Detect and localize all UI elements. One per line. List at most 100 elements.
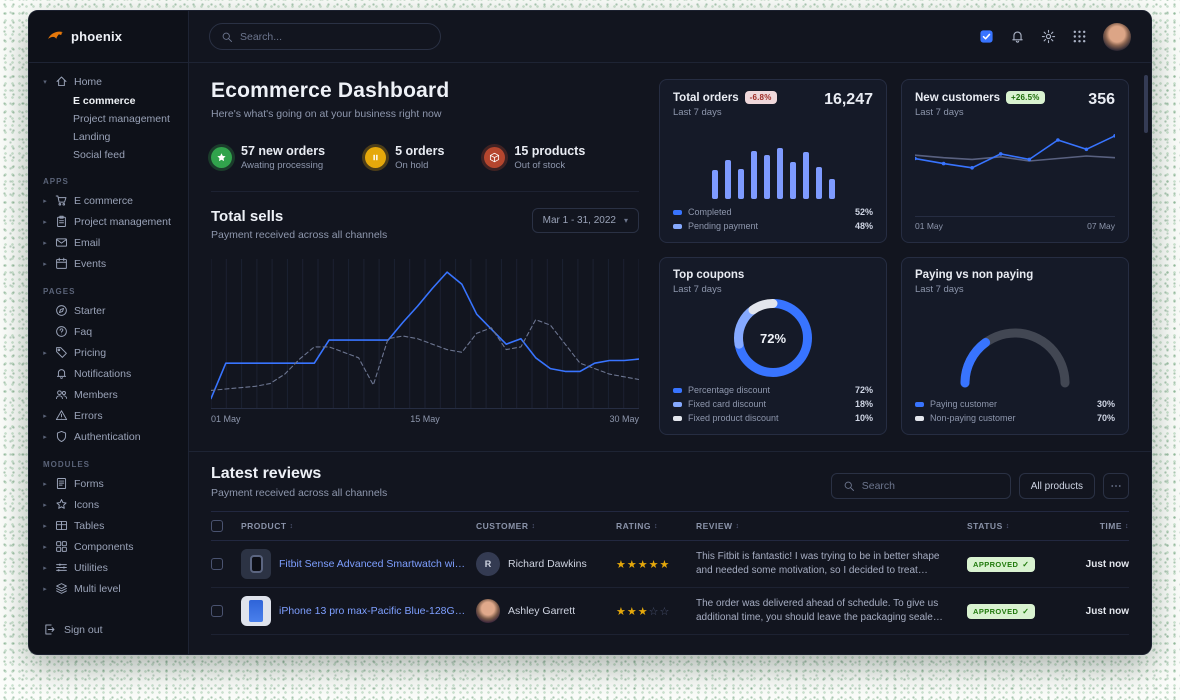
sidebar: phoenix ▾ Home E commerce Project managemen… [29, 11, 189, 654]
sidebar-item-e-commerce[interactable]: ▸ E commerce [29, 190, 188, 211]
sidebar-subitem-project-management[interactable]: Project management [73, 113, 170, 125]
sign-out-button[interactable]: Sign out [29, 611, 188, 654]
sidebar-item-home[interactable]: ▾ Home [29, 71, 188, 92]
product-link[interactable]: Fitbit Sense Advanced Smartwatch with To… [279, 558, 466, 570]
sidebar-item-pricing[interactable]: ▸ Pricing [29, 342, 188, 363]
column-header-customer[interactable]: CUSTOMER ↕ [476, 521, 536, 531]
global-search[interactable] [209, 23, 441, 50]
status-cell: APPROVED ✓ [967, 603, 1065, 619]
status-label: APPROVED [973, 559, 1019, 569]
topbar-actions [979, 22, 1131, 51]
product-thumbnail [241, 549, 271, 579]
sidebar-item-label: Notifications [74, 367, 132, 380]
sidebar-item-label: Events [74, 257, 107, 270]
check-icon: ✓ [1022, 559, 1030, 569]
mail-icon [55, 236, 68, 249]
sidebar-item-faq[interactable]: Faq [29, 321, 188, 342]
legend-item: Fixed product discount 10% [673, 413, 873, 423]
sidebar-item-members[interactable]: Members [29, 384, 188, 405]
ellipsis-icon [1110, 480, 1122, 492]
sidebar-item-starter[interactable]: Starter [29, 300, 188, 321]
card-period: Last 7 days [673, 284, 722, 295]
x-tick: 01 May [211, 414, 241, 424]
components-icon [55, 540, 68, 553]
card-period: Last 7 days [915, 284, 964, 295]
stat-caption: On hold [395, 160, 429, 171]
page-title: Ecommerce Dashboard [211, 79, 450, 102]
column-header-review[interactable]: REVIEW ↕ [696, 521, 740, 531]
stat-value: 15 products [514, 144, 586, 158]
legend-swatch [673, 209, 682, 215]
sidebar-subitem-landing[interactable]: Landing [73, 131, 111, 143]
user-avatar[interactable] [1103, 22, 1131, 51]
page-subtitle: Here's what's going on at your business … [211, 108, 442, 120]
total-orders-card: Total orders -6.8% Last 7 days 16,247 Co… [659, 79, 887, 243]
stat-caption: Out of stock [514, 160, 566, 171]
sidebar-item-tables[interactable]: ▸ Tables [29, 515, 188, 536]
legend-value: 70% [1096, 413, 1115, 423]
row-checkbox[interactable] [211, 558, 223, 570]
column-header-time[interactable]: TIME ↕ [1099, 521, 1129, 531]
bar [776, 148, 783, 199]
stat-item: 5 orders On hold [365, 144, 444, 171]
sidebar-item-label: Forms [74, 477, 104, 490]
column-header-rating[interactable]: RATING ↕ [616, 521, 658, 531]
bell-icon[interactable] [1010, 29, 1025, 44]
review-text: The order was delivered ahead of schedul… [696, 598, 939, 623]
select-all-checkbox[interactable] [211, 520, 223, 532]
status-badge: APPROVED ✓ [967, 603, 1036, 619]
legend-item: Percentage discount 72% [673, 385, 873, 395]
sidebar-item-notifications[interactable]: Notifications [29, 363, 188, 384]
sidebar-item-utilities[interactable]: ▸ Utilities [29, 557, 188, 578]
legend-label: Percentage discount [688, 385, 771, 395]
card-title: Total orders [673, 91, 739, 104]
caret-right-icon: ▸ [43, 197, 47, 205]
brand-name: phoenix [71, 29, 123, 44]
checked-checkbox-icon[interactable] [979, 29, 994, 44]
sidebar-item-project-management[interactable]: ▸ Project management [29, 211, 188, 232]
sidebar-item-label: Utilities [74, 561, 108, 574]
sidebar-item-events[interactable]: ▸ Events [29, 253, 188, 274]
reviews-search[interactable] [830, 473, 1011, 499]
more-options-button[interactable] [1103, 473, 1129, 499]
stat-item: 57 new orders Awating processing [211, 144, 325, 171]
sidebar-item-email[interactable]: ▸ Email [29, 232, 188, 253]
sidebar-item-label: Errors [74, 409, 103, 422]
scrollbar-thumb[interactable] [1144, 75, 1148, 133]
customer-name: Ashley Garrett [508, 605, 576, 617]
sidebar-subitem-e-commerce[interactable]: E commerce [73, 95, 136, 107]
row-checkbox[interactable] [211, 605, 223, 617]
sidebar-item-icons[interactable]: ▸ Icons [29, 494, 188, 515]
sidebar-item-errors[interactable]: ▸ Errors [29, 405, 188, 426]
customer-avatar: R [476, 552, 500, 576]
customer-cell: Ashley Garrett [476, 599, 616, 623]
gear-icon[interactable] [1041, 29, 1056, 44]
all-products-filter-button[interactable]: All products [1018, 473, 1095, 499]
legend-value: 30% [1096, 399, 1115, 409]
calendar-icon [55, 257, 68, 270]
column-header-status[interactable]: STATUS ↕ [967, 521, 1010, 531]
sidebar-header: phoenix [29, 11, 188, 63]
stats-row: 57 new orders Awating processing 5 orders O… [211, 144, 639, 171]
reviews-search-input[interactable] [861, 480, 999, 492]
apps-grid-icon[interactable] [1072, 29, 1087, 44]
sidebar-subitem-social-feed[interactable]: Social feed [73, 149, 125, 161]
sidebar-item-label: Tables [74, 519, 105, 532]
sidebar-item-components[interactable]: ▸ Components [29, 536, 188, 557]
box-icon [484, 147, 506, 168]
sidebar-item-multi-level[interactable]: ▸ Multi level [29, 578, 188, 599]
sidebar-item-label: Authentication [74, 430, 141, 443]
rating-stars: ★★★ ☆☆ [616, 605, 671, 618]
paying-vs-nonpaying-card: Paying vs non paying Last 7 days Paying … [901, 257, 1129, 435]
product-link[interactable]: iPhone 13 pro max-Pacific Blue-128GB sto… [279, 605, 466, 617]
search-input[interactable] [240, 30, 429, 43]
top-coupons-card: Top coupons Last 7 days 72% Percentage d… [659, 257, 887, 435]
status-cell: APPROVED ✓ [967, 556, 1065, 572]
stat-item: 15 products Out of stock [484, 144, 585, 171]
date-range-select[interactable]: Mar 1 - 31, 2022 ▾ [531, 208, 639, 233]
sidebar-item-authentication[interactable]: ▸ Authentication [29, 426, 188, 447]
sidebar-item-forms[interactable]: ▸ Forms [29, 473, 188, 494]
column-header-product[interactable]: PRODUCT ↕ [241, 521, 294, 531]
caret-right-icon: ▸ [43, 349, 47, 357]
legend-label: Completed [688, 207, 732, 217]
